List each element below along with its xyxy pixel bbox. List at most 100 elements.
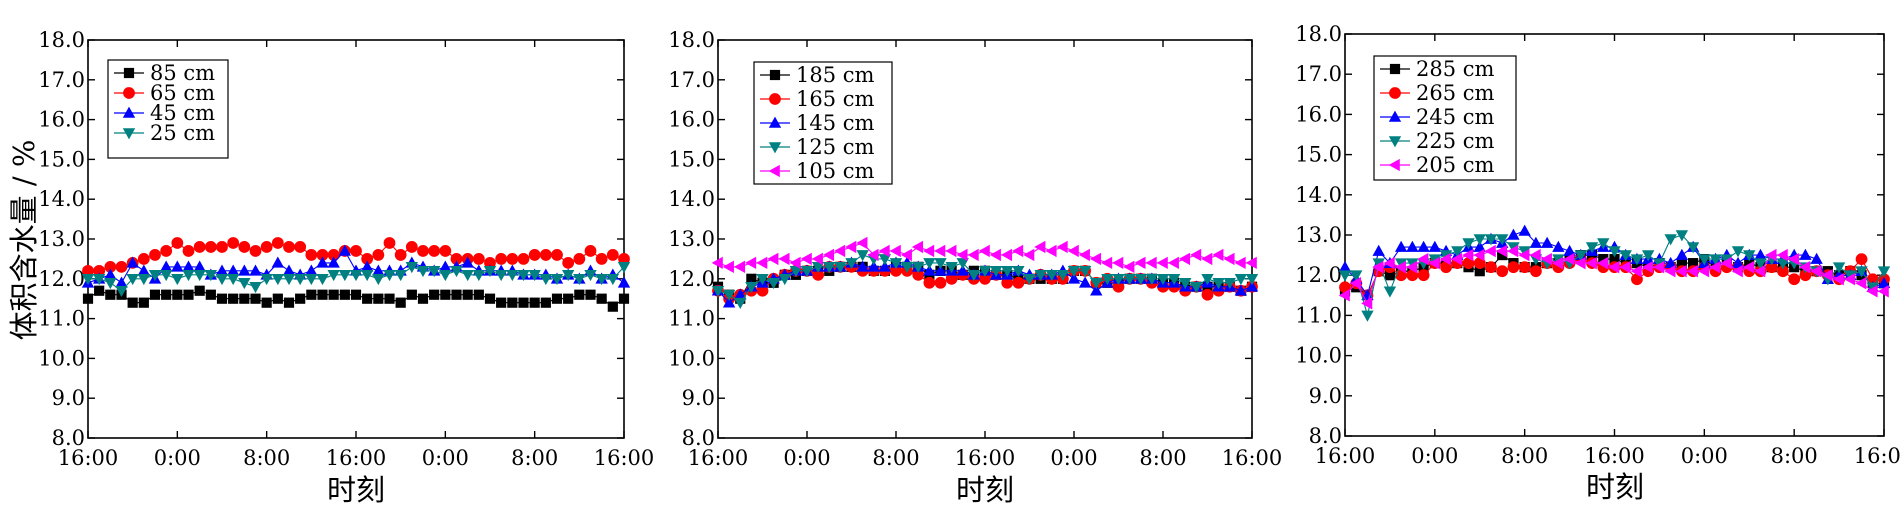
data-point: [1563, 244, 1576, 256]
data-point: [506, 270, 519, 282]
data-point: [778, 252, 790, 266]
data-point: [1428, 240, 1442, 252]
data-point: [1529, 248, 1541, 262]
data-point: [756, 256, 768, 270]
y-tick-label: 8.0: [52, 426, 85, 450]
data-point: [945, 262, 958, 274]
data-point: [1754, 258, 1767, 270]
data-point: [1078, 266, 1092, 278]
data-point: [372, 273, 385, 286]
data-point: [1123, 273, 1136, 286]
data-point: [856, 260, 869, 272]
data-point: [1156, 273, 1170, 286]
data-point: [383, 237, 396, 249]
data-point: [1439, 252, 1451, 266]
data-point: [1664, 265, 1676, 278]
data-point: [607, 301, 618, 312]
data-point: [540, 297, 551, 308]
data-point: [528, 270, 541, 282]
legend-label: 165 cm: [796, 87, 875, 111]
data-point: [1664, 234, 1677, 246]
data-point: [1190, 248, 1202, 262]
data-point: [472, 270, 486, 282]
data-point: [338, 244, 352, 256]
data-point: [1372, 244, 1385, 256]
data-point: [161, 289, 172, 300]
legend-marker: [768, 164, 780, 178]
x-tick-label: 16:00: [58, 446, 119, 470]
data-point: [617, 276, 631, 288]
data-point: [461, 256, 474, 268]
data-point: [1686, 265, 1698, 278]
data-point: [856, 236, 868, 250]
data-point: [283, 241, 295, 253]
data-point: [405, 262, 419, 274]
y-tick-label: 13.0: [1295, 223, 1342, 247]
legend-label: 265 cm: [1416, 81, 1495, 105]
data-point: [923, 244, 935, 258]
data-point: [934, 244, 946, 258]
data-point: [1597, 238, 1610, 250]
data-point: [306, 289, 317, 300]
legend-marker: [1388, 110, 1402, 122]
data-point: [1608, 260, 1620, 274]
data-point: [822, 248, 835, 262]
data-point: [967, 248, 979, 262]
data-point: [1361, 297, 1373, 310]
data-point: [606, 273, 620, 286]
data-point: [1518, 224, 1531, 236]
data-point: [956, 248, 968, 262]
legend-label: 85 cm: [150, 61, 215, 85]
data-point: [1201, 273, 1214, 286]
data-point: [1709, 254, 1722, 266]
data-point: [733, 260, 746, 274]
data-point: [461, 270, 474, 282]
y-tick-label: 16.0: [668, 108, 715, 132]
data-point: [1394, 260, 1406, 274]
data-point: [1642, 250, 1655, 262]
y-tick-label: 17.0: [668, 68, 715, 92]
data-point: [978, 244, 990, 258]
data-point: [349, 270, 363, 282]
data-point: [171, 260, 184, 272]
data-point: [1001, 266, 1014, 278]
data-point: [1596, 256, 1609, 270]
data-point: [517, 252, 530, 265]
data-point: [1101, 256, 1113, 270]
data-point: [1394, 240, 1408, 252]
data-point: [1212, 248, 1224, 262]
data-point: [756, 273, 769, 286]
data-point: [1089, 252, 1102, 266]
legend-marker: [123, 67, 135, 79]
data-point: [283, 297, 295, 308]
data-point: [1810, 252, 1823, 264]
legend-label: 285 cm: [1416, 57, 1495, 81]
data-point: [1349, 277, 1362, 290]
legend-label: 245 cm: [1416, 105, 1495, 129]
data-point: [115, 285, 128, 298]
data-point: [1451, 246, 1464, 258]
data-point: [945, 244, 957, 258]
data-point: [1765, 248, 1777, 262]
data-point: [428, 245, 441, 257]
data-point: [1383, 286, 1397, 298]
data-point: [172, 289, 183, 300]
data-point: [249, 245, 262, 257]
data-point: [989, 266, 1003, 278]
data-point: [1338, 289, 1350, 302]
data-point: [934, 276, 947, 289]
data-point: [115, 276, 128, 288]
data-point: [373, 293, 384, 304]
data-point: [800, 252, 812, 266]
data-point: [104, 277, 117, 290]
data-point: [745, 281, 758, 294]
data-point: [328, 289, 339, 300]
data-point: [1540, 236, 1554, 248]
y-tick-label: 15.0: [38, 147, 85, 171]
y-tick-label: 9.0: [682, 386, 715, 410]
data-point: [551, 293, 563, 304]
data-point: [271, 237, 284, 249]
data-point: [1338, 270, 1352, 282]
data-point: [595, 252, 608, 265]
